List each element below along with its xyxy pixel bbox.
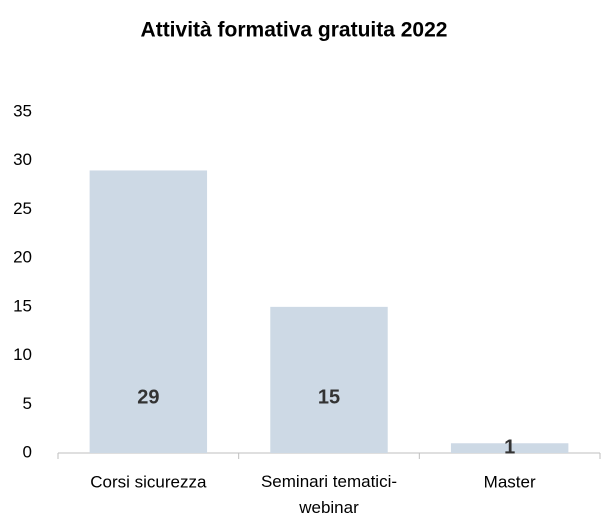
y-tick-label: 20 [13,248,32,267]
x-tick-label: Corsi sicurezza [90,472,207,491]
bar [270,306,388,453]
bar [89,170,208,453]
y-tick-label: 35 [13,101,32,120]
chart-title: Attività formativa gratuita 2022 [141,19,448,42]
data-label: 15 [318,386,340,408]
y-tick-label: 0 [23,442,32,461]
y-tick-label: 30 [13,150,32,169]
y-tick-label: 5 [23,394,32,413]
x-tick-label: Seminari tematici-webinar [261,472,397,517]
data-label: 1 [504,436,515,458]
y-tick-label: 10 [13,345,32,364]
y-tick-label: 25 [13,199,32,218]
y-tick-label: 15 [13,296,32,315]
x-tick-label: Master [484,472,536,491]
data-label: 29 [137,386,159,408]
bar [450,443,569,453]
